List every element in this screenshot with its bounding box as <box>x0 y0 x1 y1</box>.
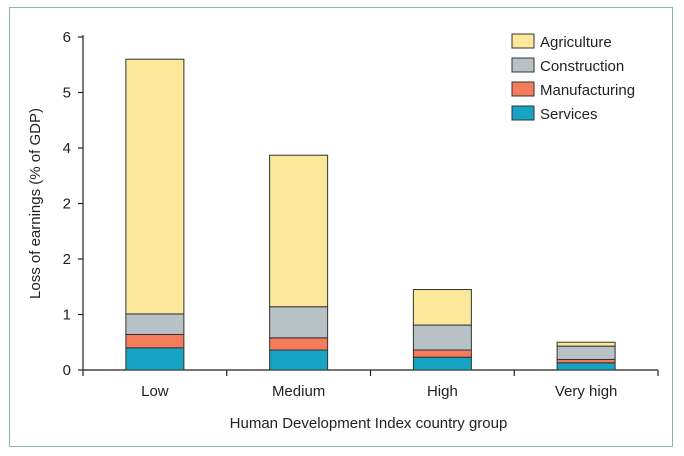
x-tick-label: Medium <box>272 383 325 400</box>
x-tick-label: Low <box>141 383 169 400</box>
y-tick-label: 6 <box>63 29 71 46</box>
chart-frame <box>9 7 673 447</box>
bar-segment-agriculture-very-high <box>556 341 616 347</box>
legend-label-manufacturing: Manufacturing <box>540 82 635 99</box>
y-tick-label: 4 <box>63 140 71 157</box>
bars <box>125 58 616 371</box>
bar-segment-agriculture-low <box>125 58 185 315</box>
y-axis: 0 1 2 2 4 5 6 <box>63 29 84 379</box>
x-axis: Low Medium High Very high <box>82 369 659 400</box>
legend-swatch-agriculture <box>511 33 535 49</box>
legend-label-agriculture: Agriculture <box>540 34 612 51</box>
bar-segment-services-high <box>412 356 472 371</box>
bar-segment-services-low <box>125 347 185 371</box>
x-axis-title: Human Development Index country group <box>230 415 508 432</box>
legend-label-services: Services <box>540 106 598 123</box>
y-tick-label: 0 <box>63 362 71 379</box>
legend: Agriculture Construction Manufacturing Serv… <box>511 33 635 123</box>
legend-swatch-manufacturing <box>511 81 535 97</box>
bar-segment-services-very-high <box>556 362 616 371</box>
x-tick-label: Very high <box>555 383 618 400</box>
bar-segment-construction-low <box>125 313 185 335</box>
y-axis-title: Loss of earnings (% of GDP) <box>27 108 44 299</box>
x-tick-label: High <box>427 383 458 400</box>
y-tick-label: 1 <box>63 307 71 324</box>
y-tick-label: 2 <box>63 251 71 268</box>
bar-segment-construction-medium <box>269 306 329 339</box>
bar-segment-manufacturing-low <box>125 333 185 349</box>
legend-label-construction: Construction <box>540 58 624 75</box>
bar-segment-construction-very-high <box>556 345 616 360</box>
legend-swatch-services <box>511 105 535 121</box>
bar-segment-manufacturing-high <box>412 349 472 358</box>
y-tick-label: 5 <box>63 85 71 102</box>
bar-segment-manufacturing-medium <box>269 337 329 351</box>
bar-segment-agriculture-high <box>412 289 472 326</box>
bar-segment-construction-high <box>412 324 472 351</box>
bar-segment-agriculture-medium <box>269 154 329 308</box>
bar-segment-services-medium <box>269 349 329 371</box>
legend-swatch-construction <box>511 57 535 73</box>
y-tick-label: 2 <box>63 196 71 213</box>
